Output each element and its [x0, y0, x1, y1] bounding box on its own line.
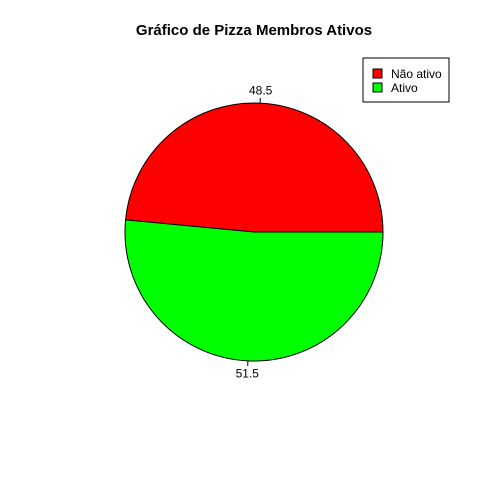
slice-label-nao-ativo: 48.5 [249, 83, 273, 97]
legend-label-ativo: Ativo [391, 81, 418, 95]
slice-label-ativo: 51.5 [236, 367, 260, 381]
legend-swatch-ativo [372, 82, 383, 93]
slice-label-ticks [247, 97, 261, 367]
legend-label-nao-ativo: Não ativo [391, 67, 442, 81]
legend-swatch-nao-ativo [372, 68, 383, 79]
legend-box [362, 57, 450, 103]
chart-title: Gráfico de Pizza Membros Ativos [136, 22, 372, 39]
legend: Não ativo Ativo [362, 57, 450, 103]
pie-slice-nao-ativo [125, 102, 384, 233]
pie-slice-ativo [124, 219, 384, 362]
pie-slices [124, 102, 384, 362]
